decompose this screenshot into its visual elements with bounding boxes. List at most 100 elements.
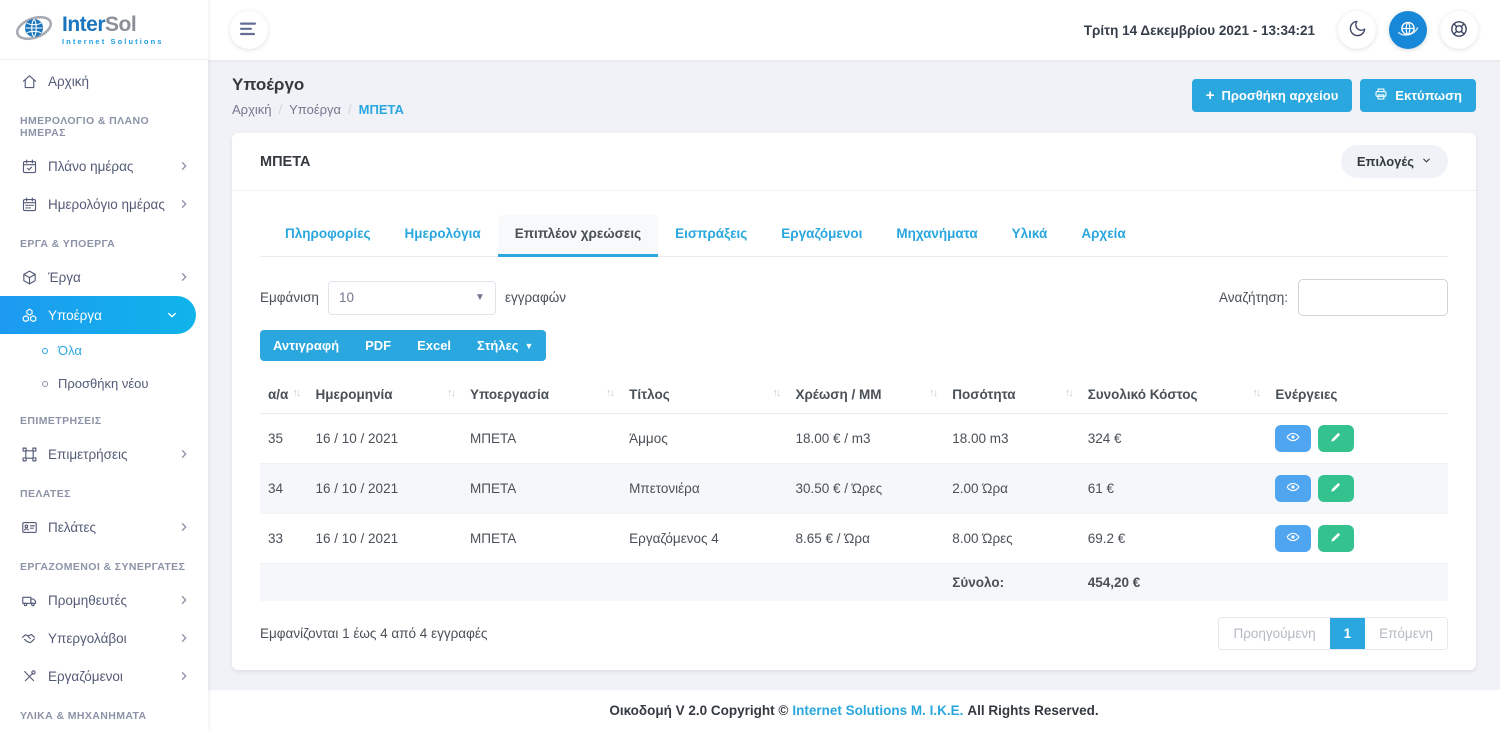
options-button[interactable]: Επιλογές bbox=[1340, 145, 1448, 178]
column-header[interactable]: Συνολικό Κόστος ↑↓ bbox=[1079, 377, 1268, 414]
footer-link[interactable]: Internet Solutions Μ. Ι.Κ.Ε. bbox=[792, 702, 964, 718]
export-button-label: PDF bbox=[365, 338, 392, 353]
breadcrumb-item[interactable]: Υποέργα bbox=[289, 102, 342, 117]
breadcrumb-item[interactable]: ΜΠΕΤΑ bbox=[358, 102, 404, 117]
search-label: Αναζήτηση: bbox=[1219, 290, 1288, 305]
sidebar-item[interactable]: Υποέργα bbox=[0, 296, 196, 334]
show-label: Εμφάνιση bbox=[260, 290, 319, 305]
view-button[interactable] bbox=[1275, 475, 1312, 502]
sort-arrows-icon: ↑↓ bbox=[772, 387, 781, 399]
export-button-1[interactable]: Αντιγραφή bbox=[260, 330, 352, 361]
menu-toggle-button[interactable] bbox=[230, 11, 268, 49]
sidebar-section-title: ΠΕΛΑΤΕΣ bbox=[20, 488, 71, 500]
hamburger-icon bbox=[240, 22, 258, 39]
sidebar-item[interactable]: Επιμετρήσεις bbox=[0, 435, 208, 473]
view-button[interactable] bbox=[1275, 425, 1312, 452]
table-row: 34 16 / 10 / 2021 ΜΠΕΤΑ Μπετονιέρα 30.50 € /… bbox=[260, 463, 1448, 514]
chevron-right-icon bbox=[178, 521, 190, 533]
page-title: Υποέργο bbox=[232, 75, 305, 94]
pagination-next[interactable]: Επόμενη bbox=[1365, 618, 1447, 649]
sidebar-item[interactable]: Υπεργολάβοι bbox=[0, 619, 208, 657]
sidebar-item[interactable]: Αρχική bbox=[0, 62, 208, 100]
sidebar-subitem[interactable]: Όλα bbox=[0, 334, 208, 367]
tab-επιπλέον-χρεώσεις[interactable]: Επιπλέον χρεώσεις bbox=[497, 215, 659, 257]
column-header[interactable]: α/α ↑↓ bbox=[260, 377, 308, 414]
truck-icon bbox=[20, 591, 38, 609]
sidebar-subitem[interactable]: Προσθήκη νέου bbox=[0, 367, 208, 400]
tab-αρχεία[interactable]: Αρχεία bbox=[1081, 226, 1126, 241]
measure-icon bbox=[20, 445, 38, 463]
column-header[interactable]: Ημερομηνία ↑↓ bbox=[307, 377, 462, 414]
column-header[interactable]: Ποσότητα ↑↓ bbox=[944, 377, 1080, 414]
tab-ημερολόγια[interactable]: Ημερολόγια bbox=[404, 226, 481, 241]
footer-text-before: Οικοδομή V 2.0 Copyright © bbox=[609, 702, 789, 718]
export-button-3[interactable]: Excel bbox=[404, 330, 464, 361]
sort-arrows-icon: ↑↓ bbox=[292, 387, 302, 399]
table-info: Εμφανίζονται 1 έως 4 από 4 εγγραφές bbox=[260, 626, 488, 641]
export-button-2[interactable]: PDF bbox=[352, 330, 404, 361]
page-size-select[interactable]: 10 ▼ bbox=[327, 280, 496, 315]
tab-εισπράξεις[interactable]: Εισπράξεις bbox=[675, 226, 748, 241]
chevron-down-icon bbox=[166, 309, 178, 321]
cell-title: Μπετονιέρα bbox=[621, 463, 788, 514]
chevron-down-icon bbox=[1421, 154, 1432, 169]
help-button[interactable] bbox=[1440, 11, 1478, 49]
sort-arrows-icon: ↑↓ bbox=[929, 387, 938, 399]
calendar-icon bbox=[20, 195, 38, 213]
column-header[interactable]: Τίτλος ↑↓ bbox=[621, 377, 788, 414]
tab-μηχανήματα[interactable]: Μηχανήματα bbox=[896, 226, 978, 241]
sidebar-item-label: Αρχική bbox=[48, 73, 90, 89]
eye-icon bbox=[1286, 430, 1300, 447]
print-button[interactable]: Εκτύπωση bbox=[1360, 79, 1476, 112]
column-header[interactable]: Υποεργασία ↑↓ bbox=[461, 377, 622, 414]
tabs-bar: Πληροφορίες Ημερολόγια Επιπλέον χρεώσεις Ει… bbox=[260, 215, 1448, 257]
sidebar-item[interactable]: Εργαζόμενοι bbox=[0, 657, 208, 695]
sidebar-section-title: ΕΡΓΑΖΟΜΕΝΟΙ & ΣΥΝΕΡΓΑΤΕΣ bbox=[20, 561, 186, 573]
brand-logo[interactable]: InterSol Internet Solutions bbox=[0, 0, 208, 60]
page-head: Υποέργο Αρχική / Υποέργα / ΜΠΕΤΑ + Προσθήκη … bbox=[232, 75, 1476, 117]
tab-πληροφορίες[interactable]: Πληροφορίες bbox=[285, 226, 371, 241]
edit-button[interactable] bbox=[1318, 425, 1355, 452]
sidebar-item[interactable]: Ημερολόγιο ημέρας bbox=[0, 185, 208, 223]
export-buttons-group: Αντιγραφή PDF Excel Στήλες ▼ bbox=[260, 330, 547, 361]
sort-arrows-icon: ↑↓ bbox=[606, 387, 615, 399]
export-button-4[interactable]: Στήλες ▼ bbox=[464, 330, 546, 361]
chevron-right-icon bbox=[178, 198, 190, 210]
search-input[interactable] bbox=[1298, 279, 1448, 316]
cell-id: 33 bbox=[260, 513, 308, 564]
sidebar-item-label: Επιμετρήσεις bbox=[48, 446, 128, 462]
column-header[interactable]: Χρέωση / ΜΜ ↑↓ bbox=[787, 377, 945, 414]
add-file-button[interactable]: + Προσθήκη αρχείου bbox=[1191, 79, 1353, 112]
cell-actions bbox=[1267, 414, 1448, 464]
sidebar-item[interactable]: Πλάνο ημέρας bbox=[0, 147, 208, 185]
breadcrumb-item[interactable]: Αρχική bbox=[232, 102, 272, 117]
cubes-icon bbox=[20, 306, 38, 324]
sidebar-item[interactable]: Προμηθευτές bbox=[0, 581, 208, 619]
cell-rate: 30.50 € / Ώρες bbox=[787, 463, 945, 514]
sidebar-item[interactable]: Έργα bbox=[0, 258, 208, 296]
dark-mode-button[interactable] bbox=[1338, 11, 1376, 49]
sidebar-item[interactable]: Πελάτες bbox=[0, 508, 208, 546]
home-icon bbox=[20, 72, 38, 90]
breadcrumb-separator: / bbox=[348, 102, 352, 117]
pagination-prev[interactable]: Προηγούμενη bbox=[1219, 618, 1330, 649]
total-label: Σύνολο: bbox=[944, 563, 1080, 601]
user-avatar[interactable] bbox=[1389, 11, 1427, 49]
sidebar-section-title: ΕΠΙΜΕΤΡΗΣΕΙΣ bbox=[20, 415, 102, 427]
cell-date: 16 / 10 / 2021 bbox=[315, 431, 399, 446]
tab-υλικά[interactable]: Υλικά bbox=[1011, 226, 1048, 241]
chevron-right-icon bbox=[178, 632, 190, 644]
footer-text-after: All Rights Reserved. bbox=[967, 702, 1099, 718]
pagination-page-1[interactable]: 1 bbox=[1329, 618, 1366, 649]
tab-εργαζόμενοι[interactable]: Εργαζόμενοι bbox=[781, 226, 863, 241]
life-ring-icon bbox=[1449, 19, 1469, 42]
page-content: Υποέργο Αρχική / Υποέργα / ΜΠΕΤΑ + Προσθήκη … bbox=[208, 60, 1500, 690]
sidebar-item-label: Υποέργα bbox=[48, 307, 102, 323]
cell-title: Εργαζόμενος 4 bbox=[621, 513, 788, 564]
cell-actions bbox=[1267, 513, 1448, 564]
view-button[interactable] bbox=[1275, 525, 1312, 552]
edit-button[interactable] bbox=[1318, 525, 1355, 552]
edit-button[interactable] bbox=[1318, 475, 1355, 502]
export-button-label: Στήλες bbox=[477, 338, 519, 353]
chevron-right-icon bbox=[178, 670, 190, 682]
